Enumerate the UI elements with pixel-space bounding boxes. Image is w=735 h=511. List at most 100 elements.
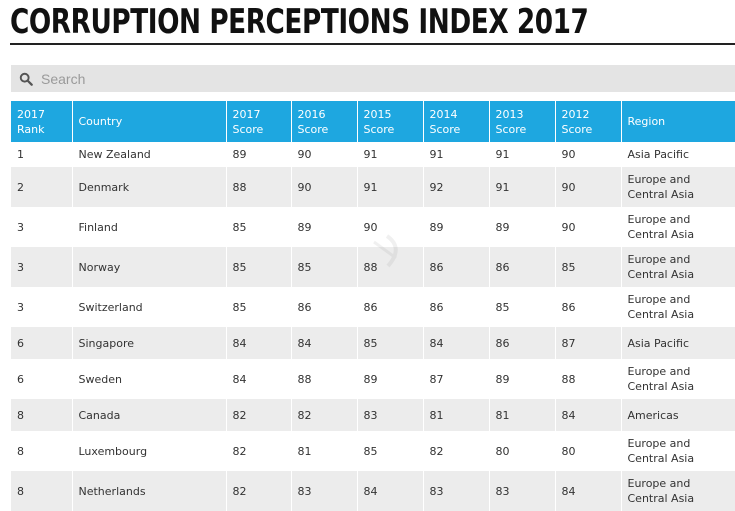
score-2013-cell: 83	[489, 471, 556, 511]
score-2016-cell: 86	[291, 287, 358, 327]
column-header-region[interactable]: Region	[621, 101, 735, 142]
country-cell: Netherlands	[72, 471, 227, 511]
score-2016-cell: 90	[291, 142, 358, 167]
score-2016-cell: 89	[291, 207, 358, 247]
table-header-row: 2017 Rank Country 2017 Score 2016 Score …	[11, 101, 735, 142]
region-cell: Asia Pacific	[621, 142, 735, 167]
score-2012-cell: 84	[555, 399, 622, 431]
score-2017-cell: 82	[226, 399, 292, 431]
score-2014-cell: 86	[423, 247, 490, 287]
table-row[interactable]: 6 Singapore 84 84 85 84 86 87 Asia Pacific	[11, 327, 735, 359]
score-2013-cell: 81	[489, 399, 556, 431]
score-2017-cell: 88	[226, 167, 292, 207]
table-row[interactable]: 8 Canada 82 82 83 81 81 84 Americas	[11, 399, 735, 431]
score-2013-cell: 86	[489, 247, 556, 287]
country-cell: New Zealand	[72, 142, 227, 167]
table-row[interactable]: 8 Netherlands 82 83 84 83 83 84 Europe and Centr…	[11, 471, 735, 511]
region-cell: Americas	[621, 399, 735, 431]
table-row[interactable]: 1 New Zealand 89 90 91 91 91 90 Asia Pacific	[11, 142, 735, 167]
score-2012-cell: 84	[555, 471, 622, 511]
rank-cell: 3	[11, 247, 73, 287]
score-2014-cell: 82	[423, 431, 490, 471]
rank-cell: 8	[11, 471, 73, 511]
score-2017-cell: 84	[226, 359, 292, 399]
score-2013-cell: 86	[489, 327, 556, 359]
rank-cell: 8	[11, 431, 73, 471]
country-cell: Canada	[72, 399, 227, 431]
rank-cell: 1	[11, 142, 73, 167]
score-2017-cell: 85	[226, 287, 292, 327]
search-icon	[19, 72, 33, 86]
score-2016-cell: 82	[291, 399, 358, 431]
country-cell: Switzerland	[72, 287, 227, 327]
column-header-score-2015[interactable]: 2015 Score	[357, 101, 424, 142]
rank-cell: 6	[11, 327, 73, 359]
region-cell: Europe and Central Asia	[621, 247, 735, 287]
score-2012-cell: 86	[555, 287, 622, 327]
score-2015-cell: 89	[357, 359, 424, 399]
score-2016-cell: 85	[291, 247, 358, 287]
region-cell: Europe and Central Asia	[621, 471, 735, 511]
table-row[interactable]: 6 Sweden 84 88 89 87 89 88 Europe and Central As…	[11, 359, 735, 399]
region-cell: Europe and Central Asia	[621, 287, 735, 327]
score-2015-cell: 90	[357, 207, 424, 247]
score-2012-cell: 90	[555, 142, 622, 167]
score-2013-cell: 91	[489, 142, 556, 167]
score-2012-cell: 90	[555, 167, 622, 207]
score-2016-cell: 88	[291, 359, 358, 399]
score-2014-cell: 83	[423, 471, 490, 511]
country-cell: Norway	[72, 247, 227, 287]
table-row[interactable]: 3 Finland 85 89 90 89 89 90 Europe and Central A…	[11, 207, 735, 247]
search-bar[interactable]	[11, 65, 735, 92]
score-2012-cell: 80	[555, 431, 622, 471]
score-2015-cell: 84	[357, 471, 424, 511]
region-cell: Europe and Central Asia	[621, 167, 735, 207]
region-cell: Asia Pacific	[621, 327, 735, 359]
score-2016-cell: 83	[291, 471, 358, 511]
score-2012-cell: 88	[555, 359, 622, 399]
rank-cell: 6	[11, 359, 73, 399]
score-2014-cell: 89	[423, 207, 490, 247]
column-header-rank[interactable]: 2017 Rank	[11, 101, 73, 142]
score-2017-cell: 85	[226, 247, 292, 287]
column-header-score-2017[interactable]: 2017 Score	[226, 101, 292, 142]
score-2014-cell: 91	[423, 142, 490, 167]
region-cell: Europe and Central Asia	[621, 359, 735, 399]
search-input[interactable]	[37, 66, 735, 91]
country-cell: Denmark	[72, 167, 227, 207]
score-2014-cell: 84	[423, 327, 490, 359]
country-cell: Finland	[72, 207, 227, 247]
cpi-table: 2017 Rank Country 2017 Score 2016 Score …	[11, 101, 735, 511]
score-2013-cell: 89	[489, 207, 556, 247]
score-2017-cell: 89	[226, 142, 292, 167]
score-2012-cell: 90	[555, 207, 622, 247]
score-2015-cell: 83	[357, 399, 424, 431]
score-2013-cell: 80	[489, 431, 556, 471]
table-row[interactable]: 3 Norway 85 85 88 86 86 85 Europe and Central As…	[11, 247, 735, 287]
score-2015-cell: 91	[357, 167, 424, 207]
rank-cell: 8	[11, 399, 73, 431]
rank-cell: 2	[11, 167, 73, 207]
country-cell: Singapore	[72, 327, 227, 359]
table-row[interactable]: 8 Luxembourg 82 81 85 82 80 80 Europe and Centra…	[11, 431, 735, 471]
country-cell: Sweden	[72, 359, 227, 399]
score-2017-cell: 85	[226, 207, 292, 247]
column-header-score-2016[interactable]: 2016 Score	[291, 101, 358, 142]
score-2012-cell: 85	[555, 247, 622, 287]
region-cell: Europe and Central Asia	[621, 207, 735, 247]
table-row[interactable]: 3 Switzerland 85 86 86 86 85 86 Europe and Centr…	[11, 287, 735, 327]
table-row[interactable]: 2 Denmark 88 90 91 92 91 90 Europe and Central A…	[11, 167, 735, 207]
score-2015-cell: 85	[357, 431, 424, 471]
title-divider	[10, 43, 735, 45]
score-2017-cell: 84	[226, 327, 292, 359]
region-cell: Europe and Central Asia	[621, 431, 735, 471]
score-2015-cell: 91	[357, 142, 424, 167]
score-2017-cell: 82	[226, 431, 292, 471]
column-header-score-2014[interactable]: 2014 Score	[423, 101, 490, 142]
score-2013-cell: 85	[489, 287, 556, 327]
score-2015-cell: 85	[357, 327, 424, 359]
column-header-country[interactable]: Country	[72, 101, 227, 142]
score-2016-cell: 81	[291, 431, 358, 471]
column-header-score-2012[interactable]: 2012 Score	[555, 101, 622, 142]
column-header-score-2013[interactable]: 2013 Score	[489, 101, 556, 142]
